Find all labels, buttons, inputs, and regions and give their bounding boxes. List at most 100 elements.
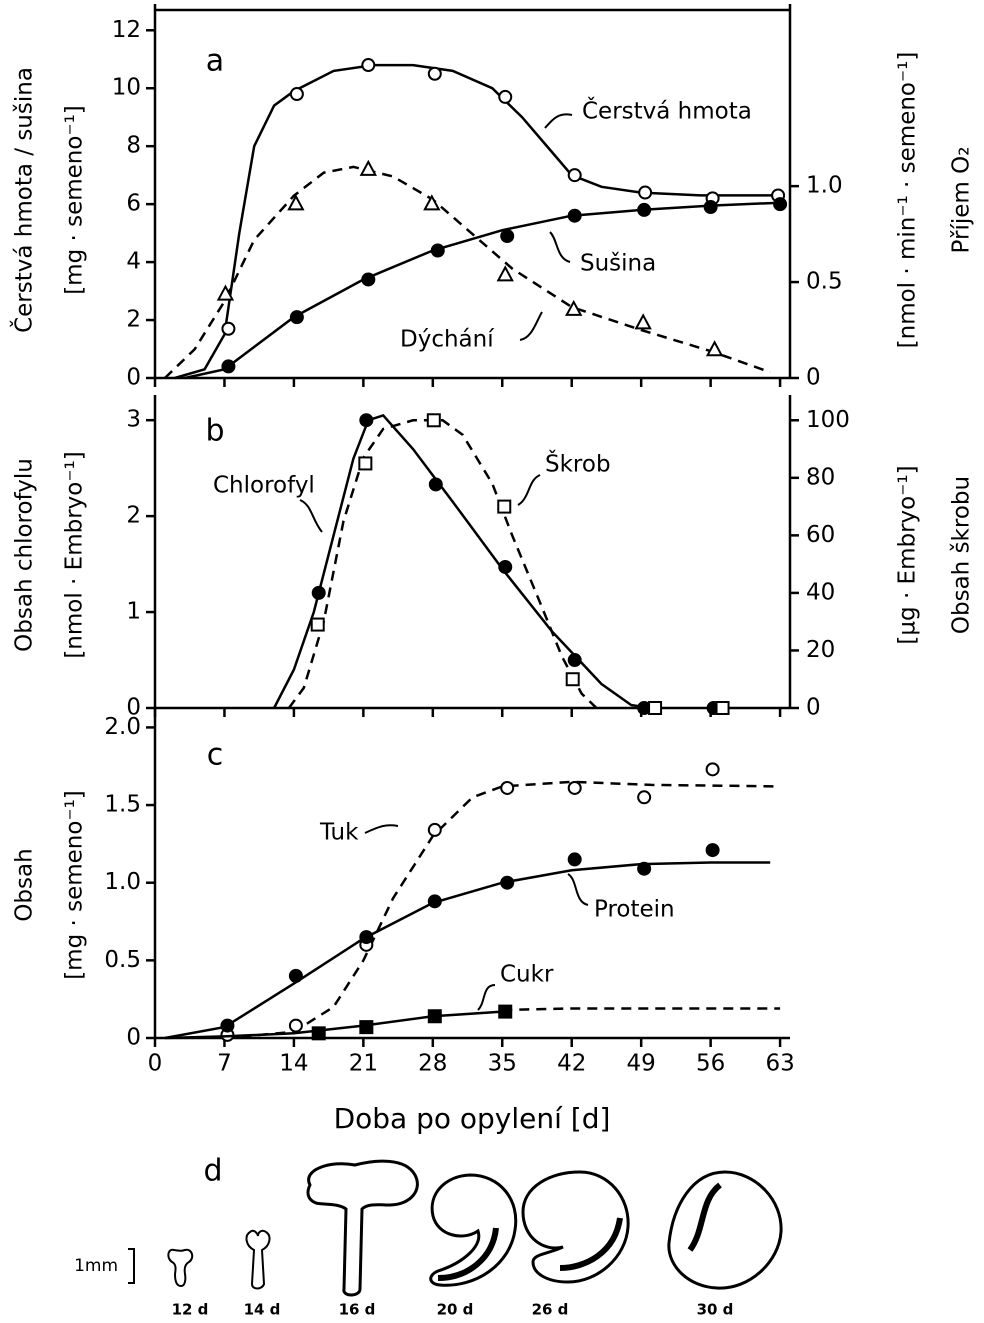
marker: [705, 843, 720, 858]
y2-tick-label: 0: [806, 365, 821, 391]
leader-line: [299, 499, 323, 533]
y-axis-title: [mg · semeno⁻¹]: [62, 790, 88, 980]
x-tick-label: 0: [148, 1051, 163, 1077]
y-tick-label: 2: [126, 503, 141, 529]
marker: [221, 359, 236, 374]
marker: [637, 861, 652, 876]
marker: [427, 66, 442, 81]
x-axis-title: Doba po opylení [d]: [334, 1102, 611, 1135]
y2-axis-title: Příjem O₂: [949, 147, 975, 254]
leader-line: [364, 824, 399, 834]
stage-label: 20 d: [437, 1301, 474, 1319]
series-label: Sušina: [580, 251, 656, 277]
marker: [359, 159, 377, 176]
y2-axis-title: [µg · Embryo⁻¹]: [895, 465, 921, 644]
marker: [311, 1026, 326, 1041]
marker: [427, 1009, 442, 1024]
panel: a 0 2 4 6 8 10 12 0 0.5 1.0 Čerstvá hmota / sušina […: [10, 4, 975, 391]
marker: [773, 197, 788, 212]
leader-line: [519, 311, 543, 341]
x-tick-label: 35: [488, 1051, 517, 1077]
fit-line: [164, 861, 771, 1040]
y-axis-title: Obsah: [12, 848, 38, 921]
embryo: [167, 1248, 194, 1288]
marker: [359, 1020, 374, 1035]
marker: [498, 89, 513, 104]
marker: [637, 202, 652, 217]
y-tick-label: 4: [126, 249, 141, 275]
y-axis-title: [mg · semeno⁻¹]: [62, 105, 88, 295]
fit-line: [224, 780, 781, 1040]
stage-label: 16 d: [339, 1301, 376, 1319]
marker: [289, 87, 304, 102]
leader-line: [567, 873, 589, 906]
y2-tick-label: 0.5: [806, 269, 843, 295]
series-label: Škrob: [545, 450, 611, 478]
series-label: Cukr: [500, 962, 554, 988]
marker: [567, 852, 582, 867]
embryo: [245, 1229, 271, 1290]
x-tick-label: 7: [217, 1051, 232, 1077]
stage-label: 14 d: [244, 1301, 281, 1319]
marker: [567, 168, 582, 183]
panel-letter: d: [203, 1154, 222, 1189]
y-axis-title: [nmol · Embryo⁻¹]: [62, 451, 88, 658]
y-tick-label: 6: [126, 191, 141, 217]
x-tick-label: 28: [418, 1051, 447, 1077]
scale-bar: [128, 1248, 135, 1284]
marker: [500, 780, 515, 795]
series-label: Čerstvá hmota: [582, 97, 752, 125]
x-tick-label: 49: [627, 1051, 656, 1077]
marker: [311, 585, 326, 600]
marker: [703, 200, 718, 215]
embryo-shade: [437, 1227, 499, 1281]
panel-letter: a: [206, 44, 224, 79]
marker: [567, 208, 582, 223]
marker: [638, 185, 653, 200]
panel-letter: c: [207, 738, 224, 773]
y-tick-label: 8: [126, 133, 141, 159]
marker: [705, 762, 720, 777]
marker: [427, 822, 442, 837]
marker: [216, 284, 235, 301]
marker: [427, 894, 442, 909]
embryo-shade: [687, 1182, 723, 1252]
y-tick-label: 10: [112, 75, 141, 101]
marker: [428, 477, 443, 492]
y-tick-label: 0: [126, 365, 141, 391]
y-axis-title: Obsah chlorofylu: [12, 458, 38, 652]
series-label: Chlorofyl: [213, 473, 315, 499]
marker: [310, 617, 325, 632]
marker: [567, 780, 582, 795]
marker: [287, 194, 305, 211]
y2-tick-label: 60: [806, 522, 835, 548]
marker: [361, 272, 376, 287]
x-tick-label: 21: [349, 1051, 378, 1077]
marker: [221, 321, 236, 336]
marker: [359, 930, 374, 945]
marker: [498, 559, 513, 574]
series-label: Dýchání: [400, 327, 494, 353]
marker: [220, 1018, 235, 1033]
y-tick-label: 1: [126, 599, 141, 625]
y2-tick-label: 40: [806, 579, 835, 605]
fit-line: [164, 1010, 503, 1040]
y-tick-label: 0: [126, 1025, 141, 1051]
x-tick-label: 42: [557, 1051, 586, 1077]
marker: [648, 701, 663, 715]
fit-line: [184, 201, 781, 380]
marker: [498, 1004, 513, 1019]
marker: [288, 1018, 303, 1033]
embryo: [306, 1159, 419, 1297]
y-tick-label: 0: [126, 695, 141, 721]
stage-label: 12 d: [172, 1301, 209, 1319]
y2-tick-label: 80: [806, 464, 835, 490]
marker: [705, 340, 724, 357]
embryo: [429, 1173, 518, 1287]
marker: [634, 313, 652, 330]
marker: [500, 875, 515, 890]
y-tick-label: 12: [112, 17, 141, 43]
series-label: Protein: [594, 897, 675, 923]
marker: [567, 653, 582, 668]
series-label: Tuk: [319, 820, 359, 846]
